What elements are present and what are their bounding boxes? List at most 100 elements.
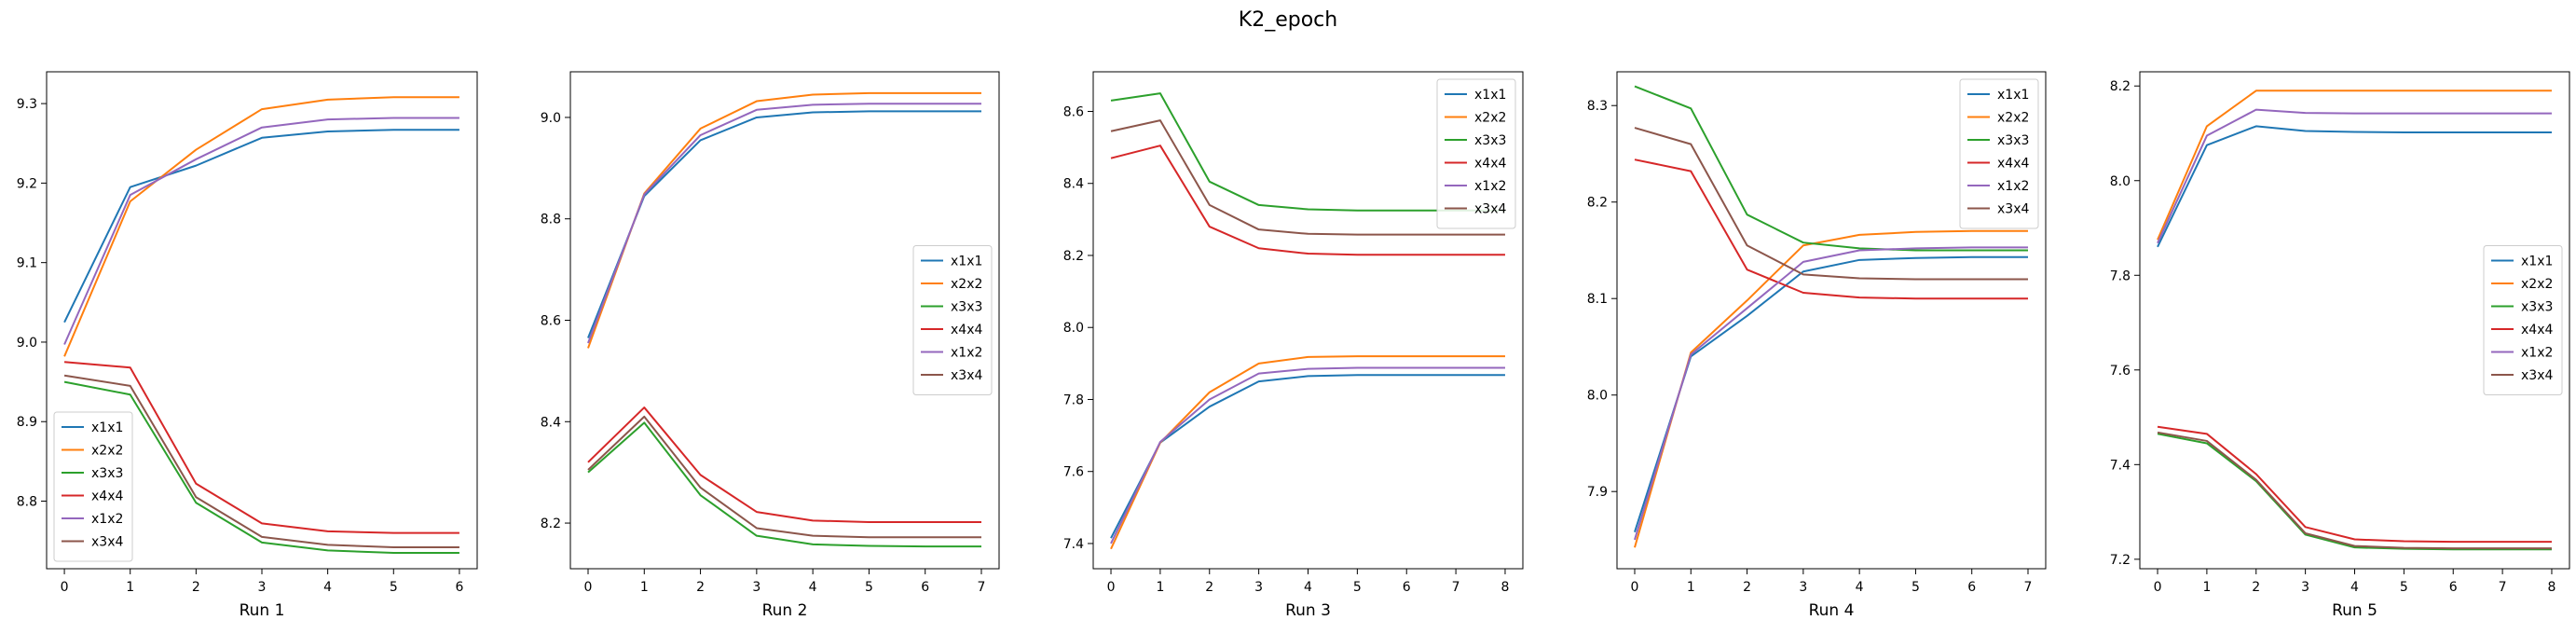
x-tick-label: 2	[696, 580, 705, 595]
series-line-x1x2	[63, 117, 459, 345]
series-line-x3x3	[2157, 433, 2552, 551]
x-tick-label: 1	[2202, 580, 2211, 595]
x-tick-label: 5	[2400, 580, 2408, 595]
figure-title: K2_epoch	[1239, 8, 1337, 32]
y-tick-label: 7.2	[2110, 553, 2131, 568]
legend-label-x1x1: x1x1	[91, 420, 123, 435]
series-line-x3x4	[1110, 119, 1505, 236]
y-tick-label: 7.4	[2110, 458, 2131, 473]
series-line-x1x2	[1634, 246, 2029, 541]
x-tick-label: 2	[2252, 580, 2260, 595]
legend-label-x2x2: x2x2	[1474, 111, 1506, 126]
x-tick-label: 7	[2024, 580, 2033, 595]
axes-frame	[1616, 71, 2047, 570]
x-tick-label: 5	[865, 580, 873, 595]
legend-label-x2x2: x2x2	[1997, 111, 2029, 126]
x-tick-label: 0	[584, 580, 593, 595]
x-tick-label: 1	[640, 580, 649, 595]
series-line-x3x4	[63, 374, 459, 548]
legend-label-x3x4: x3x4	[1474, 202, 1506, 217]
y-tick-label: 7.6	[2110, 364, 2131, 379]
x-tick-label: 1	[126, 580, 134, 595]
y-tick-label: 8.1	[1587, 292, 1608, 307]
legend: x1x1 x2x2 x3x3 x4x4 x1x2 x3x4	[1959, 78, 2039, 229]
legend-label-x4x4: x4x4	[2521, 323, 2553, 338]
series-line-x1x1	[587, 110, 982, 338]
x-axis-label: Run 5	[2332, 601, 2377, 620]
series-line-x4x4	[1110, 145, 1505, 256]
series-line-x2x2	[1634, 229, 2029, 548]
y-tick-label: 8.9	[17, 415, 37, 430]
y-tick-label: 8.3	[1587, 99, 1608, 114]
legend-label-x1x2: x1x2	[1474, 179, 1506, 194]
y-tick-label: 9.3	[17, 97, 37, 112]
legend-label-x4x4: x4x4	[951, 323, 982, 338]
series-line-x4x4	[2157, 425, 2552, 544]
x-axis-label: Run 1	[240, 601, 285, 620]
legend: x1x1 x2x2 x3x3 x4x4 x1x2 x3x4	[2483, 245, 2563, 395]
subplot-1: 0 1 2 3 4 5 6 8.8 8.9 9.0 9.1 9.2 9.3 Run 1 x1x1 x2x2 x3…	[17, 71, 478, 620]
legend-label-x4x4: x4x4	[1474, 157, 1506, 172]
x-tick-label: 4	[2350, 580, 2359, 595]
legend-label-x4x4: x4x4	[91, 489, 123, 504]
y-tick-label: 7.9	[1587, 485, 1608, 500]
y-tick-label: 8.8	[541, 213, 561, 227]
legend-label-x4x4: x4x4	[1997, 157, 2029, 172]
legend-label-x3x3: x3x3	[951, 300, 982, 315]
legend-label-x1x2: x1x2	[1997, 179, 2029, 194]
x-tick-label: 2	[1743, 580, 1751, 595]
legend-label-x1x2: x1x2	[2521, 346, 2553, 361]
legend-label-x2x2: x2x2	[2521, 277, 2553, 292]
series-line-x3x4	[1634, 127, 2029, 281]
legend-label-x3x4: x3x4	[2521, 368, 2553, 383]
y-tick-label: 7.6	[1063, 465, 1084, 480]
series-line-x4x4	[63, 361, 459, 534]
y-tick-label: 7.8	[2110, 269, 2131, 283]
x-axis-label: Run 2	[762, 601, 808, 620]
y-tick-label: 8.6	[541, 314, 561, 329]
y-tick-label: 8.0	[1063, 321, 1084, 336]
series-line-x1x1	[2157, 125, 2552, 248]
x-tick-label: 8	[2548, 580, 2556, 595]
x-tick-label: 8	[1501, 580, 1510, 595]
series-line-x3x3	[587, 421, 982, 548]
series-line-x2x2	[587, 91, 982, 349]
series-line-x2x2	[63, 96, 459, 357]
x-tick-label: 5	[390, 580, 398, 595]
x-tick-label: 2	[192, 580, 200, 595]
legend-label-x1x1: x1x1	[1997, 88, 2029, 103]
legend-label-x3x4: x3x4	[1997, 202, 2029, 217]
x-tick-label: 4	[1856, 580, 1864, 595]
y-tick-label: 8.4	[1063, 177, 1084, 192]
legend-label-x3x3: x3x3	[91, 466, 123, 481]
y-tick-label: 8.2	[1063, 249, 1084, 264]
y-tick-label: 8.0	[1587, 389, 1608, 404]
series-line-x4x4	[1634, 158, 2029, 300]
legend-label-x3x3: x3x3	[1997, 133, 2029, 148]
series-line-x3x3	[63, 380, 459, 554]
y-tick-label: 8.8	[17, 495, 37, 510]
y-tick-label: 8.4	[541, 415, 561, 430]
x-tick-label: 3	[1799, 580, 1807, 595]
x-tick-label: 5	[1353, 580, 1362, 595]
x-tick-label: 6	[1403, 580, 1411, 595]
x-tick-label: 7	[1452, 580, 1460, 595]
x-tick-label: 4	[323, 580, 332, 595]
x-tick-label: 6	[921, 580, 929, 595]
x-tick-label: 0	[61, 580, 69, 595]
series-line-x3x3	[1634, 85, 2029, 252]
legend-label-x2x2: x2x2	[91, 444, 123, 459]
series-line-x3x4	[587, 415, 982, 539]
x-tick-label: 3	[258, 580, 267, 595]
y-tick-label: 7.8	[1063, 393, 1084, 407]
x-axis-label: Run 4	[1809, 601, 1855, 620]
legend-label-x1x2: x1x2	[951, 346, 982, 361]
series-line-x1x1	[1110, 374, 1505, 539]
series-line-x4x4	[587, 406, 982, 523]
x-tick-label: 2	[1205, 580, 1213, 595]
legend: x1x1 x2x2 x3x3 x4x4 x1x2 x3x4	[912, 245, 993, 395]
y-tick-label: 9.0	[541, 111, 561, 126]
x-axis-label: Run 3	[1285, 601, 1331, 620]
